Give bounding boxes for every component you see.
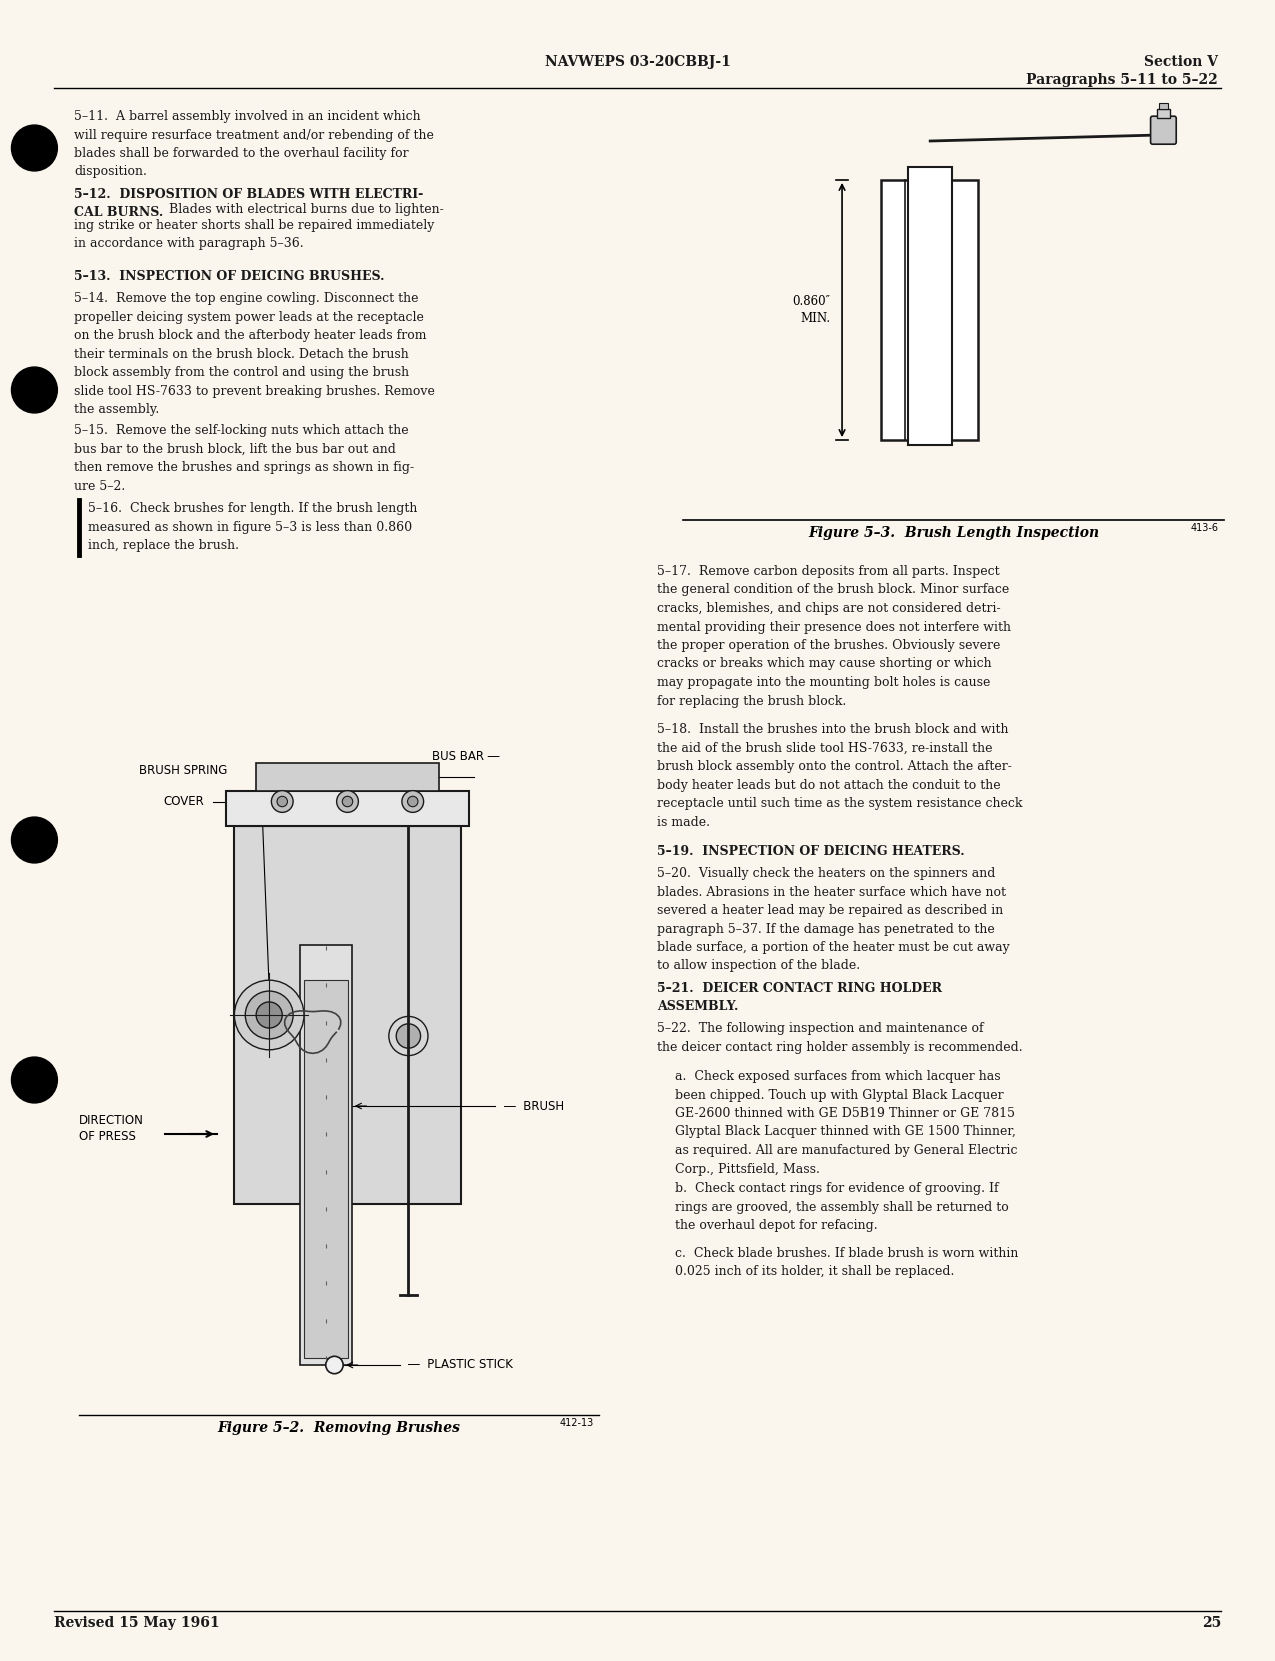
Text: Section V: Section V	[1144, 55, 1218, 70]
Text: 412-13: 412-13	[560, 1418, 594, 1428]
Circle shape	[408, 796, 418, 807]
Circle shape	[397, 1023, 421, 1048]
Bar	[1156, 108, 1170, 118]
Circle shape	[11, 367, 57, 414]
Text: ing strike or heater shorts shall be repaired immediately
in accordance with par: ing strike or heater shorts shall be rep…	[74, 219, 435, 251]
Bar	[881, 179, 978, 440]
Text: DIRECTION: DIRECTION	[79, 1113, 144, 1126]
Text: Figure 5–3.  Brush Length Inspection: Figure 5–3. Brush Length Inspection	[808, 527, 1099, 540]
Circle shape	[402, 791, 423, 812]
Text: COVER: COVER	[163, 796, 204, 807]
Text: 5–22.  The following inspection and maintenance of
the deicer contact ring holde: 5–22. The following inspection and maint…	[657, 1022, 1023, 1053]
Text: 5–21.  DEICER CONTACT RING HOLDER: 5–21. DEICER CONTACT RING HOLDER	[657, 982, 942, 995]
Text: a.  Check exposed surfaces from which lacquer has
been chipped. Touch up with Gl: a. Check exposed surfaces from which lac…	[674, 1070, 1017, 1176]
Bar	[226, 791, 469, 826]
Bar	[300, 945, 352, 1365]
Text: 5–11.  A barrel assembly involved in an incident which
will require resurface tr: 5–11. A barrel assembly involved in an i…	[74, 110, 434, 178]
Circle shape	[325, 1357, 343, 1374]
Text: c.  Check blade brushes. If blade brush is worn within
0.025 inch of its holder,: c. Check blade brushes. If blade brush i…	[674, 1247, 1017, 1279]
Text: 5–16.  Check brushes for length. If the brush length
measured as shown in figure: 5–16. Check brushes for length. If the b…	[88, 502, 417, 551]
Bar	[303, 980, 348, 1359]
Text: Paragraphs 5–11 to 5–22: Paragraphs 5–11 to 5–22	[1026, 73, 1218, 86]
Text: 5–18.  Install the brushes into the brush block and with
the aid of the brush sl: 5–18. Install the brushes into the brush…	[657, 723, 1023, 829]
Bar	[908, 168, 952, 445]
Circle shape	[11, 1056, 57, 1103]
Circle shape	[342, 796, 353, 807]
Text: 5–19.  INSPECTION OF DEICING HEATERS.: 5–19. INSPECTION OF DEICING HEATERS.	[657, 845, 964, 859]
Text: 5–13.  INSPECTION OF DEICING BRUSHES.: 5–13. INSPECTION OF DEICING BRUSHES.	[74, 271, 385, 282]
Circle shape	[337, 791, 358, 812]
Text: 0.860″
MIN.: 0.860″ MIN.	[792, 296, 830, 326]
Text: 5–12.  DISPOSITION OF BLADES WITH ELECTRI-
CAL BURNS.: 5–12. DISPOSITION OF BLADES WITH ELECTRI…	[74, 188, 423, 219]
Text: b.  Check contact rings for evidence of grooving. If
rings are grooved, the asse: b. Check contact rings for evidence of g…	[674, 1183, 1009, 1232]
Text: 5–15.  Remove the self-locking nuts which attach the
bus bar to the brush block,: 5–15. Remove the self-locking nuts which…	[74, 424, 414, 493]
Circle shape	[389, 1017, 428, 1056]
Bar	[1159, 103, 1168, 108]
Text: BRUSH SPRING: BRUSH SPRING	[139, 764, 227, 776]
Text: 5–14.  Remove the top engine cowling. Disconnect the
propeller deicing system po: 5–14. Remove the top engine cowling. Dis…	[74, 292, 435, 415]
Text: ―  BRUSH: ― BRUSH	[504, 1100, 565, 1113]
Circle shape	[272, 791, 293, 812]
Bar	[256, 762, 439, 791]
Text: OF PRESS: OF PRESS	[79, 1129, 136, 1143]
Text: 413-6: 413-6	[1191, 523, 1219, 533]
Text: Figure 5–2.  Removing Brushes: Figure 5–2. Removing Brushes	[218, 1422, 460, 1435]
Text: 5–17.  Remove carbon deposits from all parts. Inspect
the general condition of t: 5–17. Remove carbon deposits from all pa…	[657, 565, 1011, 708]
Text: Revised 15 May 1961: Revised 15 May 1961	[54, 1616, 219, 1629]
Text: 25: 25	[1202, 1616, 1221, 1629]
Bar	[235, 826, 460, 1204]
Text: BUS BAR ―: BUS BAR ―	[432, 749, 500, 762]
Text: NAVWEPS 03-20CBBJ-1: NAVWEPS 03-20CBBJ-1	[544, 55, 731, 70]
Text: Blades with electrical burns due to lighten-: Blades with electrical burns due to ligh…	[161, 204, 444, 216]
Circle shape	[277, 796, 287, 807]
Text: ―  PLASTIC STICK: ― PLASTIC STICK	[408, 1359, 514, 1372]
FancyBboxPatch shape	[1150, 116, 1177, 145]
Circle shape	[235, 980, 303, 1050]
Circle shape	[11, 817, 57, 864]
Circle shape	[245, 992, 293, 1038]
Circle shape	[11, 125, 57, 171]
Text: ASSEMBLY.: ASSEMBLY.	[657, 1000, 738, 1013]
Text: 5–20.  Visually check the heaters on the spinners and
blades. Abrasions in the h: 5–20. Visually check the heaters on the …	[657, 867, 1010, 972]
Circle shape	[256, 1002, 282, 1028]
